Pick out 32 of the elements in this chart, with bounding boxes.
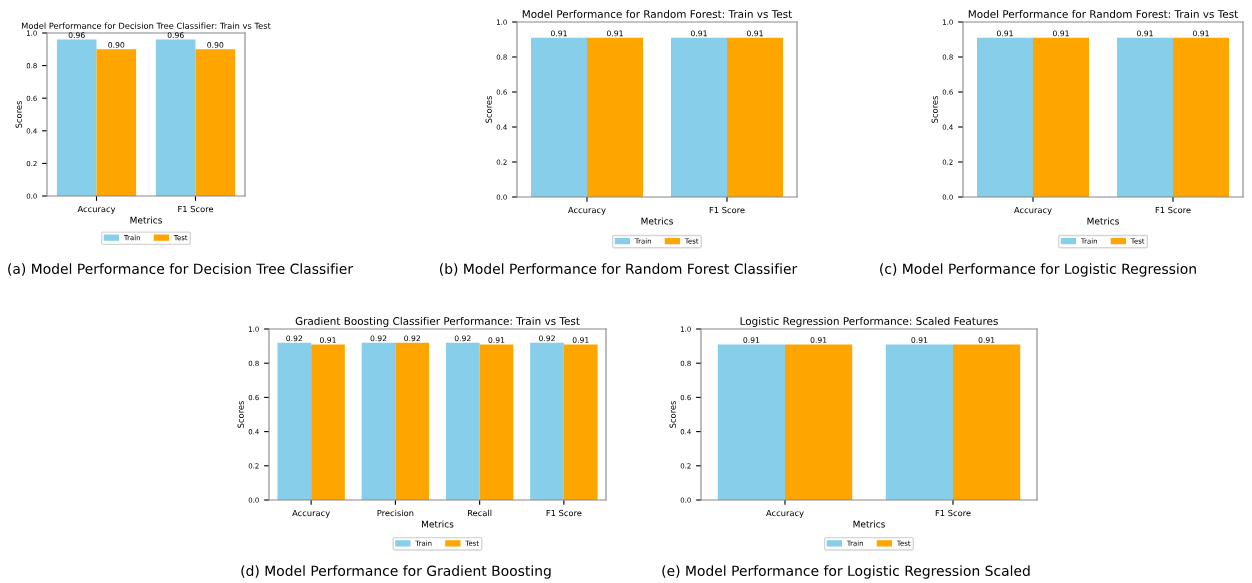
x-tick-label: F1 Score — [546, 509, 582, 517]
text: (d) Model Performance for Gradient Boosting — [241, 565, 551, 579]
y-axis-title: Scores — [669, 401, 676, 428]
x-tick-label: F1 Score — [1155, 206, 1191, 214]
text: (e) Model Performance for Logistic Regression Scaled — [662, 565, 1030, 579]
x-axis-title: Metrics — [422, 520, 454, 528]
x-tick-label: Precision — [377, 509, 414, 517]
chart-title: Model Performance for Decision Tree Classifier: Train vs Test — [21, 22, 271, 29]
x-axis-title: Metrics — [1087, 217, 1119, 225]
chart-title: Model Performance for Random Forest: Train vs Test — [522, 9, 792, 18]
text: (a) Model Performance for Decision Tree Classifier — [8, 263, 354, 276]
y-axis-title: Scores — [15, 101, 22, 128]
x-axis-title: Metrics — [853, 520, 885, 528]
x-tick-label: Accuracy — [766, 509, 804, 518]
y-axis-title: Scores — [485, 96, 492, 123]
chart-title: Gradient Boosting Classifier Performance: Train vs Test — [295, 316, 580, 327]
chart-title: Model Performance for Random Forest: Train vs Test — [968, 9, 1238, 18]
x-tick-label: F1 Score — [178, 205, 214, 213]
x-tick-label: Accuracy — [292, 509, 330, 518]
x-axis-title: Metrics — [641, 217, 673, 225]
text: (b) Model Performance for Random Forest Classifier — [439, 263, 798, 276]
x-tick-label: F1 Score — [935, 509, 971, 517]
x-tick-label: F1 Score — [709, 206, 745, 214]
x-axis-title: Metrics — [130, 216, 162, 224]
y-axis-title: Scores — [237, 401, 244, 428]
y-axis-title: Scores — [931, 96, 938, 123]
text: (c) Model Performance for Logistic Regression — [880, 263, 1196, 277]
x-tick-label: Accuracy — [1014, 206, 1052, 215]
chart-title: Logistic Regression Performance: Scaled Features — [740, 316, 998, 327]
x-tick-label: Accuracy — [568, 206, 606, 215]
x-tick-label: Accuracy — [77, 205, 116, 214]
x-tick-label: Recall — [468, 509, 492, 517]
